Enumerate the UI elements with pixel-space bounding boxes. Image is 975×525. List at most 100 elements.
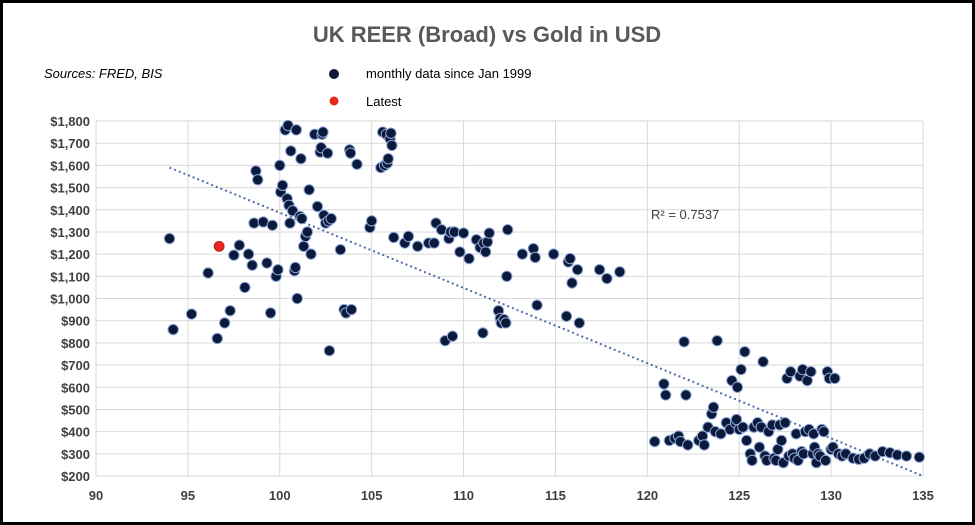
data-point: [698, 439, 711, 451]
data-point: [296, 212, 308, 225]
data-point: [386, 139, 398, 152]
data-point: [202, 267, 214, 279]
latest-point: [213, 240, 225, 252]
data-point: [483, 227, 495, 239]
data-point: [252, 174, 264, 186]
data-point: [402, 230, 415, 243]
data-point: [479, 246, 492, 258]
data-point: [707, 401, 720, 413]
data-point: [746, 454, 758, 467]
y-tick-label: $1,100: [50, 269, 90, 284]
data-point: [233, 239, 246, 251]
data-point: [291, 292, 303, 305]
data-point: [819, 454, 832, 467]
data-point: [344, 147, 357, 159]
y-tick-label: $1,500: [50, 181, 90, 196]
data-point: [547, 248, 560, 260]
data-point: [790, 428, 802, 440]
data-point: [272, 263, 284, 276]
data-point: [345, 303, 358, 316]
x-tick-label: 110: [453, 488, 474, 503]
data-point: [829, 372, 841, 385]
data-point: [211, 332, 223, 345]
data-point: [775, 434, 788, 447]
x-tick-label: 120: [636, 488, 658, 503]
chart-title: UK REER (Broad) vs Gold in USD: [313, 22, 661, 47]
data-point: [711, 334, 723, 347]
data-point: [573, 317, 586, 329]
data-point: [454, 246, 466, 258]
data-points: [163, 119, 926, 469]
data-point: [388, 231, 400, 244]
data-point: [737, 421, 749, 433]
data-point: [501, 224, 514, 236]
data-point: [305, 248, 317, 260]
data-point: [290, 124, 303, 136]
data-point: [303, 184, 315, 196]
data-point: [779, 417, 791, 429]
data-point: [311, 200, 324, 213]
data-point: [501, 270, 513, 283]
y-tick-label: $1,000: [50, 292, 90, 307]
legend-marker-latest: [329, 96, 339, 106]
data-point: [457, 227, 470, 239]
data-point: [295, 153, 307, 165]
y-axis-ticks: $200 $300 $400 $500 $600 $700 $800 $900 $1,000 $1…: [50, 114, 90, 484]
data-point: [740, 434, 753, 447]
data-point: [682, 439, 694, 451]
legend-label-latest: Latest: [366, 94, 402, 109]
legend-marker-monthly: [329, 69, 339, 79]
data-point: [739, 346, 751, 358]
data-point: [531, 299, 543, 311]
data-point: [264, 307, 277, 319]
data-point: [446, 330, 459, 342]
data-point: [284, 217, 296, 229]
data-point: [185, 308, 198, 320]
data-point: [571, 263, 584, 276]
data-point: [658, 378, 670, 390]
data-point: [593, 263, 606, 276]
y-tick-label: $900: [61, 314, 90, 329]
data-point: [224, 305, 236, 317]
data-point: [818, 425, 830, 438]
data-point: [614, 266, 626, 278]
data-point: [276, 179, 289, 192]
legend: monthly data since Jan 1999 Latest: [329, 66, 532, 109]
y-tick-label: $400: [61, 425, 90, 440]
data-point: [500, 317, 512, 329]
data-point: [365, 215, 378, 227]
y-tick-label: $1,800: [50, 114, 90, 129]
y-tick-label: $600: [61, 380, 90, 395]
data-point: [289, 261, 302, 274]
data-point: [648, 435, 661, 448]
legend-label-monthly: monthly data since Jan 1999: [366, 66, 532, 81]
data-point: [242, 248, 255, 260]
y-tick-label: $1,400: [50, 203, 90, 218]
x-tick-label: 130: [820, 488, 842, 503]
data-point: [784, 366, 797, 378]
data-point: [285, 145, 297, 157]
data-point: [317, 126, 329, 138]
y-tick-label: $200: [61, 469, 90, 484]
data-point: [411, 240, 424, 253]
y-tick-label: $500: [61, 402, 90, 417]
data-point: [261, 257, 273, 269]
data-point: [660, 389, 672, 401]
data-point: [731, 381, 744, 393]
data-point: [167, 323, 179, 336]
data-point: [228, 249, 240, 261]
data-point: [321, 147, 334, 159]
data-point: [757, 356, 769, 368]
x-tick-label: 125: [728, 488, 750, 503]
data-point: [351, 158, 363, 170]
x-axis-ticks: 90 95 100 105 110 115 120 125 130 135: [89, 488, 934, 503]
data-point: [477, 327, 489, 339]
x-tick-label: 105: [361, 488, 383, 503]
y-tick-label: $1,300: [50, 225, 90, 240]
x-tick-label: 115: [545, 488, 566, 503]
data-point: [428, 237, 440, 249]
data-point: [435, 224, 448, 236]
data-point: [913, 451, 926, 463]
data-point: [274, 159, 286, 172]
gridlines: [95, 120, 924, 477]
